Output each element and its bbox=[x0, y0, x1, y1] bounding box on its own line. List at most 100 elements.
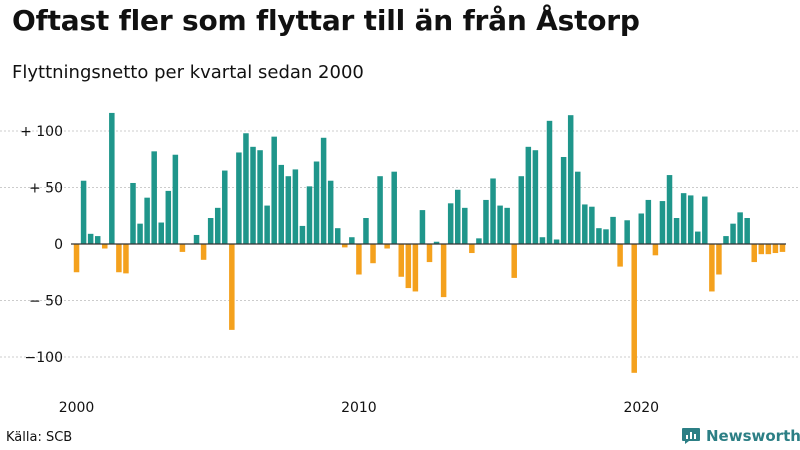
bar bbox=[144, 197, 150, 244]
bar bbox=[334, 228, 341, 244]
x-tick-label: 2010 bbox=[341, 400, 377, 416]
bar bbox=[511, 244, 517, 278]
x-tick-label: 2020 bbox=[623, 400, 659, 416]
bar bbox=[285, 176, 292, 244]
bar bbox=[454, 189, 461, 244]
source-note: Källa: SCB bbox=[6, 430, 73, 445]
bar bbox=[617, 244, 623, 267]
bar bbox=[497, 205, 503, 244]
bar bbox=[447, 203, 454, 244]
bar bbox=[440, 244, 447, 298]
bar bbox=[151, 151, 157, 244]
bar bbox=[758, 244, 765, 255]
bar bbox=[772, 244, 779, 254]
bar bbox=[405, 244, 412, 289]
bar bbox=[765, 244, 772, 255]
bar bbox=[229, 244, 235, 330]
bar bbox=[638, 213, 645, 244]
bar bbox=[574, 171, 581, 244]
bar bbox=[165, 190, 172, 244]
bar bbox=[567, 115, 574, 245]
y-tick-label: −100 bbox=[25, 350, 63, 366]
bar bbox=[659, 201, 666, 244]
bar bbox=[80, 180, 87, 244]
bar bbox=[342, 244, 348, 248]
bar bbox=[490, 178, 496, 244]
bar bbox=[483, 199, 489, 244]
bar bbox=[73, 244, 80, 273]
bar bbox=[539, 237, 546, 244]
bar bbox=[469, 244, 475, 254]
newsworthy-logo-icon bbox=[682, 428, 700, 444]
bar bbox=[306, 186, 313, 244]
bar bbox=[257, 150, 263, 244]
chart-title: Oftast fler som flyttar till än från Åst… bbox=[12, 4, 640, 37]
bar bbox=[553, 239, 560, 244]
bar bbox=[193, 234, 200, 244]
bar bbox=[525, 146, 532, 244]
bar bbox=[652, 244, 659, 256]
bar bbox=[433, 241, 440, 244]
bar bbox=[673, 218, 680, 244]
bar bbox=[504, 207, 510, 244]
newsworthy-logo: Newsworthy bbox=[681, 427, 800, 445]
bar bbox=[363, 218, 369, 244]
brand-name: Newsworthy bbox=[706, 427, 800, 445]
bar bbox=[532, 150, 539, 244]
bar bbox=[462, 207, 468, 244]
bar bbox=[737, 212, 743, 244]
bar bbox=[349, 237, 355, 244]
bar bbox=[292, 169, 299, 244]
bar bbox=[476, 238, 482, 244]
y-tick-label: − 50 bbox=[29, 294, 63, 310]
bar bbox=[398, 244, 405, 277]
bar bbox=[751, 244, 757, 263]
bar bbox=[744, 218, 750, 244]
bar bbox=[680, 193, 687, 244]
bar bbox=[200, 244, 207, 260]
bar bbox=[624, 220, 630, 244]
bar bbox=[384, 244, 390, 249]
bar bbox=[723, 236, 729, 244]
bar bbox=[702, 196, 708, 244]
bar bbox=[391, 171, 397, 244]
bar bbox=[130, 182, 136, 244]
bar bbox=[87, 233, 94, 244]
bar bbox=[356, 244, 362, 275]
bar bbox=[377, 176, 383, 244]
bar bbox=[412, 244, 419, 292]
bar bbox=[779, 244, 786, 252]
bar bbox=[370, 244, 376, 264]
bar bbox=[645, 199, 652, 244]
bar bbox=[236, 152, 242, 244]
bar bbox=[560, 156, 567, 244]
chart-subtitle: Flyttningsnetto per kvartal sedan 2000 bbox=[12, 62, 364, 83]
bar bbox=[313, 161, 320, 244]
bar bbox=[327, 180, 334, 244]
bar bbox=[222, 170, 228, 244]
bar bbox=[695, 231, 701, 244]
bar bbox=[419, 210, 426, 244]
bar bbox=[582, 204, 588, 244]
bar bbox=[716, 244, 722, 275]
bar bbox=[102, 244, 108, 249]
bar bbox=[546, 120, 553, 244]
bar bbox=[123, 244, 129, 274]
bar bbox=[589, 206, 595, 244]
bar bbox=[94, 236, 101, 244]
bar bbox=[158, 222, 164, 244]
bar bbox=[610, 216, 616, 244]
bar bbox=[172, 154, 179, 244]
bar bbox=[687, 195, 694, 244]
bar bbox=[596, 228, 602, 244]
bar bbox=[709, 244, 715, 292]
bar bbox=[730, 223, 736, 244]
bar bbox=[137, 223, 143, 244]
bar bbox=[116, 244, 122, 273]
bar bbox=[250, 146, 256, 244]
bar bbox=[214, 207, 221, 244]
bar bbox=[631, 244, 637, 373]
bar bbox=[264, 205, 270, 244]
y-tick-label: + 100 bbox=[20, 124, 63, 140]
bar bbox=[179, 244, 186, 252]
